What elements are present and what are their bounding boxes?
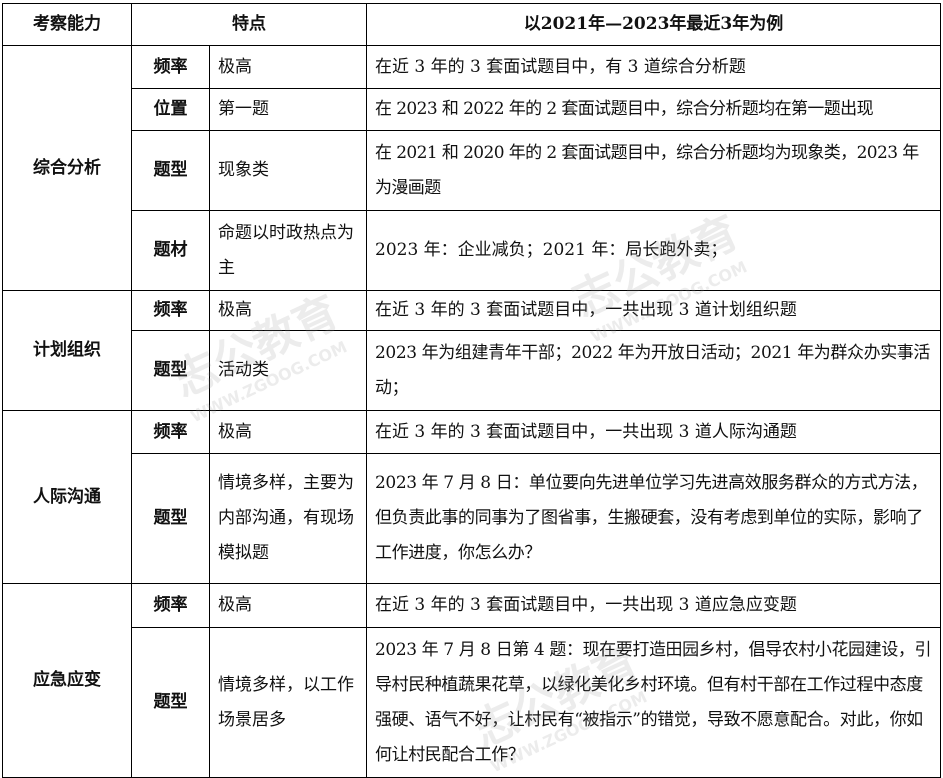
feature-cell: 第一题 bbox=[209, 88, 367, 131]
feature-cell: 现象类 bbox=[209, 130, 367, 211]
header-feature: 特点 bbox=[131, 3, 367, 46]
example-cell: 在近 3 年的 3 套面试题目中，一共出现 3 道人际沟通题 bbox=[366, 410, 941, 454]
feature-cell: 情境多样，以工作场景居多 bbox=[209, 627, 367, 778]
key-cell: 题型 bbox=[131, 627, 210, 778]
table-row: 综合分析 频率 极高 在近 3 年的 3 套面试题目中，有 3 道综合分析题 bbox=[2, 45, 941, 291]
feature-cell: 极高 bbox=[209, 410, 367, 454]
header-row: 考察能力 特点 以2021年—2023年最近3年为例 bbox=[2, 3, 941, 46]
table-row: 题型 情境多样，以工作场景居多 2023 年 7 月 8 日第 4 题：现在要打… bbox=[3, 627, 941, 778]
feature-cell: 活动类 bbox=[209, 330, 367, 411]
table-row: 人际沟通 频率 极高 在近 3 年的 3 套面试题目中，一共出现 3 道人际沟通… bbox=[2, 410, 941, 584]
category-cell: 综合分析 bbox=[2, 45, 132, 291]
key-cell: 频率 bbox=[131, 583, 210, 628]
category-cell: 计划组织 bbox=[2, 290, 132, 411]
example-cell: 2023 年为组建青年干部；2022 年为开放日活动；2021 年为群众办实事活… bbox=[366, 330, 941, 411]
exam-ability-table: 考察能力 特点 以2021年—2023年最近3年为例 综合分析 频率 极高 在近… bbox=[2, 3, 941, 778]
key-cell: 题材 bbox=[131, 210, 210, 291]
example-cell: 在近 3 年的 3 套面试题目中，一共出现 3 道计划组织题 bbox=[366, 290, 941, 331]
feature-cell: 极高 bbox=[209, 290, 367, 331]
example-cell: 2023 年 7 月 8 日：单位要向先进单位学习先进高效服务群众的方式方法，但… bbox=[366, 453, 941, 584]
key-cell: 题型 bbox=[131, 130, 210, 211]
key-cell: 频率 bbox=[131, 290, 210, 331]
table-row: 题型 现象类 在 2021 和 2020 年的 2 套面试题目中，综合分析题均为… bbox=[3, 130, 941, 211]
feature-cell: 极高 bbox=[209, 583, 367, 628]
feature-cell: 极高 bbox=[209, 45, 367, 89]
table-row: 位置 第一题 在 2023 和 2022 年的 2 套面试题目中，综合分析题均在… bbox=[3, 88, 941, 131]
table-row: 题材 命题以时政热点为主 2023 年：企业减负；2021 年：局长跑外卖； bbox=[3, 210, 941, 291]
key-cell: 频率 bbox=[131, 45, 210, 89]
category-cell: 应急应变 bbox=[2, 583, 132, 778]
example-cell: 在近 3 年的 3 套面试题目中，有 3 道综合分析题 bbox=[366, 45, 941, 89]
table-row: 应急应变 频率 极高 在近 3 年的 3 套面试题目中，一共出现 3 道应急应变… bbox=[2, 583, 941, 778]
example-cell: 在近 3 年的 3 套面试题目中，一共出现 3 道应急应变题 bbox=[366, 583, 941, 628]
header-example: 以2021年—2023年最近3年为例 bbox=[366, 3, 941, 46]
header-ability: 考察能力 bbox=[2, 3, 132, 46]
key-cell: 频率 bbox=[131, 410, 210, 454]
key-cell: 题型 bbox=[131, 453, 210, 584]
example-cell: 2023 年：企业减负；2021 年：局长跑外卖； bbox=[366, 210, 941, 291]
feature-cell: 命题以时政热点为主 bbox=[209, 210, 367, 291]
example-cell: 2023 年 7 月 8 日第 4 题：现在要打造田园乡村，倡导农村小花园建设，… bbox=[366, 627, 941, 778]
feature-cell: 情境多样，主要为内部沟通，有现场模拟题 bbox=[209, 453, 367, 584]
table-row: 题型 活动类 2023 年为组建青年干部；2022 年为开放日活动；2021 年… bbox=[3, 330, 941, 411]
example-cell: 在 2023 和 2022 年的 2 套面试题目中，综合分析题均在第一题出现 bbox=[366, 88, 941, 131]
key-cell: 位置 bbox=[131, 88, 210, 131]
table-row: 题型 情境多样，主要为内部沟通，有现场模拟题 2023 年 7 月 8 日：单位… bbox=[3, 453, 941, 584]
table-row: 计划组织 频率 极高 在近 3 年的 3 套面试题目中，一共出现 3 道计划组织… bbox=[2, 290, 941, 411]
key-cell: 题型 bbox=[131, 330, 210, 411]
example-cell: 在 2021 和 2020 年的 2 套面试题目中，综合分析题均为现象类，202… bbox=[366, 130, 941, 211]
category-cell: 人际沟通 bbox=[2, 410, 132, 584]
